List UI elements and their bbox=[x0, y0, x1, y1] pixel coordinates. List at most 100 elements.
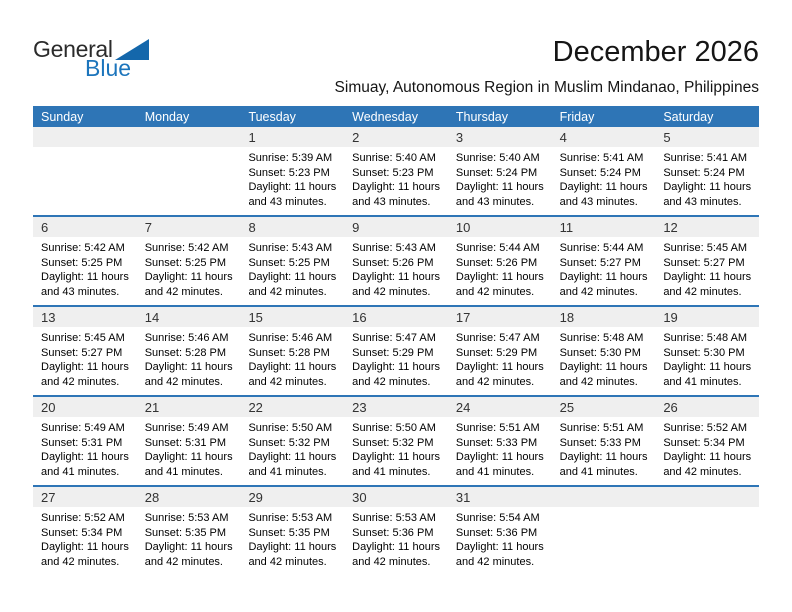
daylight-text-cont: and 41 minutes. bbox=[144, 465, 223, 478]
daylight-text: Daylight: 11 hours bbox=[455, 181, 544, 193]
day-number: 7 bbox=[136, 217, 241, 237]
calendar-week-row: 6 Sunrise: 5:42 AM Sunset: 5:25 PM Daylight… bbox=[33, 215, 760, 305]
day-number: 11 bbox=[551, 217, 656, 237]
day-cell: 20 Sunrise: 5:49 AM Sunset: 5:31 PM Dayligh… bbox=[33, 397, 137, 485]
daylight-text: Daylight: 11 hours bbox=[144, 541, 233, 553]
calendar-weeks: 1 Sunrise: 5:39 AM Sunset: 5:23 PM Daylight… bbox=[33, 127, 760, 575]
day-cell: 9 Sunrise: 5:43 AM Sunset: 5:26 PM Daylight… bbox=[344, 217, 448, 305]
sunset-text: Sunset: 5:25 PM bbox=[144, 256, 227, 269]
day-cell: 7 Sunrise: 5:42 AM Sunset: 5:25 PM Daylight… bbox=[136, 217, 241, 305]
weekday-header-friday: Friday bbox=[559, 109, 595, 124]
day-number: 23 bbox=[344, 397, 448, 417]
day-details: Sunrise: 5:52 AM Sunset: 5:34 PM Daylight:… bbox=[33, 507, 137, 569]
day-number bbox=[136, 127, 241, 147]
day-details bbox=[552, 507, 656, 511]
daylight-text-cont: and 42 minutes. bbox=[41, 555, 120, 568]
daylight-text-cont: and 42 minutes. bbox=[455, 375, 535, 388]
daylight-text-cont: and 42 minutes. bbox=[144, 375, 223, 388]
sunrise-text: Sunrise: 5:41 AM bbox=[663, 152, 748, 164]
sunrise-text: Sunrise: 5:54 AM bbox=[455, 512, 540, 524]
general-blue-logo: General Blue bbox=[33, 38, 149, 80]
daylight-text-cont: and 43 minutes. bbox=[41, 285, 120, 298]
sunrise-text: Sunrise: 5:51 AM bbox=[559, 422, 644, 434]
sunset-text: Sunset: 5:27 PM bbox=[559, 256, 641, 269]
daylight-text-cont: and 42 minutes. bbox=[663, 465, 742, 478]
day-details: Sunrise: 5:53 AM Sunset: 5:35 PM Daylight:… bbox=[137, 507, 241, 569]
daylight-text: Daylight: 11 hours bbox=[41, 541, 129, 553]
day-number: 18 bbox=[551, 307, 656, 327]
day-details: Sunrise: 5:40 AM Sunset: 5:23 PM Daylight:… bbox=[344, 147, 448, 209]
daylight-text-cont: and 42 minutes. bbox=[352, 285, 431, 298]
day-number: 12 bbox=[655, 217, 760, 237]
day-cell: 5 Sunrise: 5:41 AM Sunset: 5:24 PM Daylight… bbox=[655, 127, 760, 215]
sunrise-text: Sunrise: 5:44 AM bbox=[455, 242, 540, 254]
daylight-text: Daylight: 11 hours bbox=[352, 451, 441, 463]
sunset-text: Sunset: 5:34 PM bbox=[663, 436, 745, 449]
day-details: Sunrise: 5:51 AM Sunset: 5:33 PM Daylight:… bbox=[552, 417, 656, 479]
sunrise-text: Sunrise: 5:52 AM bbox=[663, 422, 748, 434]
day-cell: 15 Sunrise: 5:46 AM Sunset: 5:28 PM Dayligh… bbox=[240, 307, 345, 395]
weekday-header-saturday: Saturday bbox=[663, 109, 714, 124]
day-details: Sunrise: 5:53 AM Sunset: 5:35 PM Daylight:… bbox=[240, 507, 344, 569]
daylight-text: Daylight: 11 hours bbox=[41, 361, 129, 373]
day-cell: 1 Sunrise: 5:39 AM Sunset: 5:23 PM Daylight… bbox=[240, 127, 345, 215]
sunset-text: Sunset: 5:24 PM bbox=[663, 166, 745, 179]
calendar-week-row: 13 Sunrise: 5:45 AM Sunset: 5:27 PM Dayligh… bbox=[33, 305, 760, 395]
daylight-text: Daylight: 11 hours bbox=[559, 451, 648, 463]
sunset-text: Sunset: 5:26 PM bbox=[455, 256, 538, 269]
day-details: Sunrise: 5:43 AM Sunset: 5:25 PM Daylight:… bbox=[240, 237, 344, 299]
sunrise-text: Sunrise: 5:41 AM bbox=[559, 152, 644, 164]
day-cell: 2 Sunrise: 5:40 AM Sunset: 5:23 PM Daylight… bbox=[344, 127, 448, 215]
sunset-text: Sunset: 5:24 PM bbox=[455, 166, 538, 179]
sunset-text: Sunset: 5:32 PM bbox=[248, 436, 330, 449]
sunrise-text: Sunrise: 5:43 AM bbox=[248, 242, 333, 254]
sunset-text: Sunset: 5:32 PM bbox=[352, 436, 434, 449]
daylight-text-cont: and 42 minutes. bbox=[144, 285, 223, 298]
sunset-text: Sunset: 5:24 PM bbox=[559, 166, 641, 179]
daylight-text-cont: and 42 minutes. bbox=[559, 285, 638, 298]
day-number bbox=[655, 487, 760, 507]
location-subtitle: Simuay, Autonomous Region in Muslim Mind… bbox=[334, 79, 759, 96]
day-details: Sunrise: 5:50 AM Sunset: 5:32 PM Daylight:… bbox=[344, 417, 448, 479]
day-cell: 6 Sunrise: 5:42 AM Sunset: 5:25 PM Daylight… bbox=[33, 217, 137, 305]
sunrise-text: Sunrise: 5:42 AM bbox=[41, 242, 125, 254]
day-cell: 17 Sunrise: 5:47 AM Sunset: 5:29 PM Dayligh… bbox=[447, 307, 552, 395]
daylight-text-cont: and 42 minutes. bbox=[455, 285, 535, 298]
daylight-text: Daylight: 11 hours bbox=[248, 541, 337, 553]
empty-day-cell bbox=[655, 487, 760, 575]
sunrise-text: Sunrise: 5:53 AM bbox=[144, 512, 229, 524]
day-cell: 29 Sunrise: 5:53 AM Sunset: 5:35 PM Dayligh… bbox=[240, 487, 345, 575]
day-details: Sunrise: 5:44 AM Sunset: 5:27 PM Daylight:… bbox=[552, 237, 656, 299]
day-number: 31 bbox=[447, 487, 552, 507]
day-cell: 16 Sunrise: 5:47 AM Sunset: 5:29 PM Dayligh… bbox=[344, 307, 448, 395]
daylight-text: Daylight: 11 hours bbox=[663, 271, 752, 283]
weekday-header-thursday: Thursday bbox=[455, 109, 508, 124]
logo-text-blue: Blue bbox=[85, 55, 132, 81]
daylight-text: Daylight: 11 hours bbox=[41, 271, 129, 283]
daylight-text: Daylight: 11 hours bbox=[248, 361, 337, 373]
day-number: 27 bbox=[33, 487, 137, 507]
sunset-text: Sunset: 5:30 PM bbox=[663, 346, 745, 359]
sunrise-text: Sunrise: 5:50 AM bbox=[352, 422, 436, 434]
daylight-text: Daylight: 11 hours bbox=[559, 271, 648, 283]
day-details: Sunrise: 5:46 AM Sunset: 5:28 PM Daylight:… bbox=[137, 327, 241, 389]
calendar-week-row: 27 Sunrise: 5:52 AM Sunset: 5:34 PM Dayligh… bbox=[33, 485, 760, 575]
day-number: 24 bbox=[447, 397, 552, 417]
day-cell: 19 Sunrise: 5:48 AM Sunset: 5:30 PM Dayligh… bbox=[655, 307, 760, 395]
daylight-text: Daylight: 11 hours bbox=[559, 181, 648, 193]
day-number: 4 bbox=[551, 127, 656, 147]
sunrise-text: Sunrise: 5:50 AM bbox=[248, 422, 333, 434]
day-cell: 28 Sunrise: 5:53 AM Sunset: 5:35 PM Dayligh… bbox=[136, 487, 241, 575]
sunrise-text: Sunrise: 5:42 AM bbox=[144, 242, 229, 254]
sunrise-text: Sunrise: 5:46 AM bbox=[248, 332, 333, 344]
sunset-text: Sunset: 5:35 PM bbox=[248, 526, 330, 539]
sunrise-text: Sunrise: 5:39 AM bbox=[248, 152, 333, 164]
day-details: Sunrise: 5:41 AM Sunset: 5:24 PM Daylight:… bbox=[552, 147, 656, 209]
empty-day-cell bbox=[551, 487, 656, 575]
day-cell: 27 Sunrise: 5:52 AM Sunset: 5:34 PM Dayligh… bbox=[33, 487, 137, 575]
day-details: Sunrise: 5:44 AM Sunset: 5:26 PM Daylight:… bbox=[448, 237, 552, 299]
sunset-text: Sunset: 5:28 PM bbox=[144, 346, 227, 359]
day-number: 20 bbox=[33, 397, 137, 417]
daylight-text-cont: and 41 minutes. bbox=[41, 465, 120, 478]
day-cell: 24 Sunrise: 5:51 AM Sunset: 5:33 PM Dayligh… bbox=[447, 397, 552, 485]
